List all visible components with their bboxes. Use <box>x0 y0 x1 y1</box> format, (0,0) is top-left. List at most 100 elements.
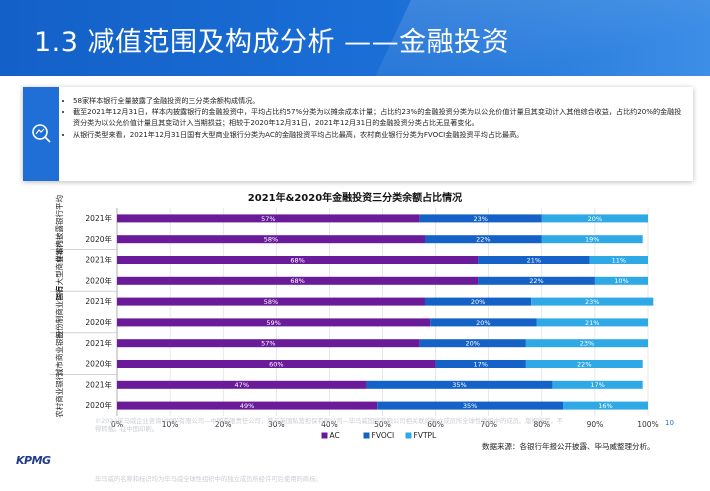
page-number: 10 <box>665 419 674 427</box>
row-label: 2021年 <box>85 338 112 348</box>
summary-badge <box>23 87 59 181</box>
data-label: 20% <box>476 319 490 327</box>
bar-segment <box>478 256 590 264</box>
legend-swatch <box>321 432 328 439</box>
bar-segment <box>366 380 553 389</box>
data-label: 47% <box>235 381 249 389</box>
bar-segment <box>117 235 425 244</box>
summary-bullets: 58家样本银行全量披露了金融投资的三分类余额构成情况。 截至2021年12月31… <box>61 95 685 140</box>
trademark-text: 毕马威的名称和标识均为毕马威全球性组织中的独立成员所经许可后使用的商标。 <box>95 476 322 483</box>
bar-segment <box>424 235 542 244</box>
row-label: 2021年 <box>85 255 112 265</box>
data-label: 23% <box>585 298 599 306</box>
x-tick-label: 90% <box>587 420 604 429</box>
bar-segment <box>117 297 425 306</box>
legend-swatch <box>363 432 370 439</box>
bullet-item: 截至2021年12月31日，样本内披露银行的金融投资中，平均占比约57%分类为以… <box>73 106 685 128</box>
row-label: 2021年 <box>85 296 112 306</box>
x-tick-label: 50% <box>374 420 391 429</box>
data-label: 22% <box>529 277 543 285</box>
group-label: 农村商业银行 <box>54 372 64 417</box>
bar-segment <box>117 360 436 368</box>
bar-segment <box>419 214 542 223</box>
bar-segment <box>552 380 643 389</box>
data-label: 23% <box>580 340 594 348</box>
bar-segment <box>117 318 431 327</box>
data-label: 68% <box>290 256 304 264</box>
bar-segment <box>478 276 595 285</box>
bar-segment <box>589 256 648 264</box>
group-label: 国有大型商业银行 <box>54 240 64 300</box>
data-label: 20% <box>471 298 485 306</box>
data-label: 49% <box>240 402 254 410</box>
group-label: 城市商业银行 <box>54 331 64 376</box>
data-label: 57% <box>261 215 275 223</box>
bar-segment <box>117 276 479 285</box>
x-tick-label: 70% <box>480 420 497 429</box>
data-label: 11% <box>612 256 626 264</box>
data-label: 20% <box>588 215 602 223</box>
bar-segment <box>536 318 648 327</box>
x-tick-label: 20% <box>215 420 232 429</box>
data-label: 59% <box>266 319 280 327</box>
bar-segment <box>117 214 420 223</box>
chart-title: 2021年&2020年金融投资三分类余额占比情况 <box>247 193 463 204</box>
row-label: 2021年 <box>85 379 112 389</box>
data-label: 35% <box>452 381 466 389</box>
x-tick-label: 30% <box>268 420 285 429</box>
x-tick-label: 100% <box>637 420 658 429</box>
data-label: 21% <box>527 256 541 264</box>
bar-segment <box>419 339 526 348</box>
bar-segment <box>377 401 564 410</box>
data-label: 23% <box>474 215 488 223</box>
bar-segment <box>117 401 378 410</box>
x-tick-label: 40% <box>321 420 338 429</box>
data-label: 68% <box>290 277 304 285</box>
bar-segment <box>117 256 479 264</box>
legend-label: AC <box>330 431 340 440</box>
x-tick-label: 80% <box>533 420 550 429</box>
header-banner: 1.3 减值范围及构成分析 ——金融投资 <box>0 0 710 76</box>
copyright-text: ©2022毕马威企业咨询(中国)有限公司—中国有限责任公司，是与英国私营担保有限… <box>95 418 564 433</box>
bar-segment <box>541 235 643 244</box>
data-label: 20% <box>466 340 480 348</box>
page-title: 1.3 减值范围及构成分析 ——金融投资 <box>34 27 510 58</box>
data-label: 22% <box>577 360 591 368</box>
bar-segment <box>117 339 420 348</box>
bar-segment <box>563 401 648 410</box>
bar-segment <box>424 297 532 306</box>
bar-segment <box>531 297 654 306</box>
data-label: 22% <box>476 236 490 244</box>
magnifier-chart-icon <box>32 124 51 143</box>
legend-label: FVTPL <box>414 431 438 440</box>
row-label: 2020年 <box>85 317 112 327</box>
bar-segment <box>525 360 643 368</box>
data-label: 19% <box>585 236 599 244</box>
data-label: 10% <box>614 277 628 285</box>
bullet-item: 从银行类型来看，2021年12月31日国有大型商业银行分类为AC的金融投资平均占… <box>73 129 685 140</box>
bar-segment <box>525 339 648 348</box>
row-label: 2020年 <box>85 234 112 244</box>
row-label: 2020年 <box>85 400 112 410</box>
row-label: 2020年 <box>85 359 112 369</box>
data-label: 17% <box>474 360 488 368</box>
data-label: 17% <box>590 381 604 389</box>
data-label: 58% <box>264 236 278 244</box>
row-label: 2020年 <box>85 275 112 285</box>
x-tick-label: 0% <box>111 420 123 429</box>
data-label: 21% <box>585 319 599 327</box>
data-label: 35% <box>463 402 477 410</box>
data-label: 60% <box>269 360 283 368</box>
data-label: 57% <box>261 340 275 348</box>
bullet-item: 58家样本银行全量披露了金融投资的三分类余额构成情况。 <box>73 95 685 106</box>
data-label: 16% <box>598 402 612 410</box>
bar-segment <box>594 276 648 285</box>
group-label: 样本内披露银行平均 <box>54 195 64 262</box>
bar-segment <box>117 380 367 389</box>
data-label: 58% <box>264 298 278 306</box>
bar-segment <box>541 214 648 223</box>
row-label: 2021年 <box>85 213 112 223</box>
legend-label: FVOCI <box>372 431 395 440</box>
summary-box: 58家样本银行全量披露了金融投资的三分类余额构成情况。 截至2021年12月31… <box>23 87 693 181</box>
